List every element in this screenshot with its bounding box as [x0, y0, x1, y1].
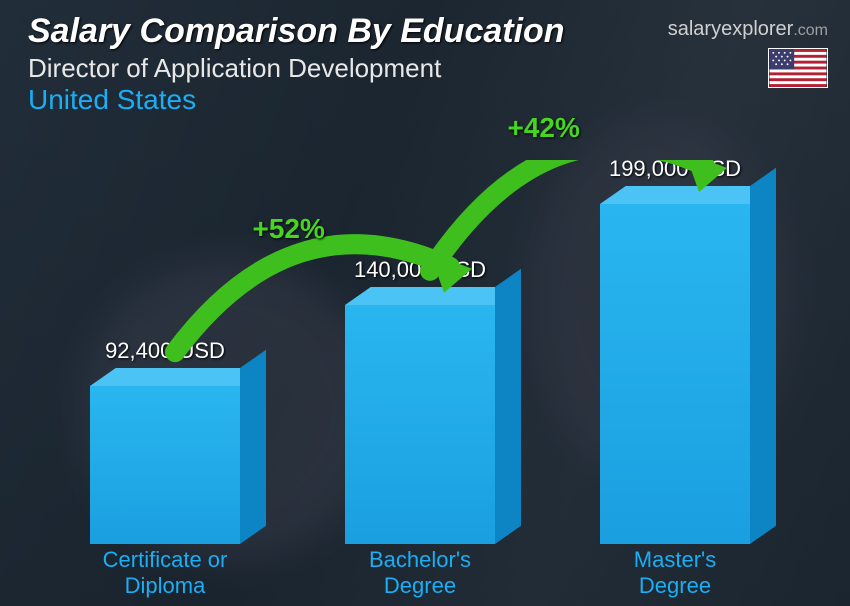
- us-flag-icon: [768, 48, 828, 88]
- chart-country: United States: [28, 84, 830, 116]
- brand-name: salaryexplorer: [668, 18, 794, 40]
- percent-increase-label: +42%: [508, 112, 580, 144]
- brand-label: salaryexplorer.com: [668, 18, 828, 41]
- chart-subtitle: Director of Application Development: [28, 53, 830, 84]
- growth-arrow-icon: [0, 160, 810, 606]
- bar-chart: 92,400 USDCertificate orDiploma140,000 U…: [0, 160, 810, 606]
- brand-suffix: .com: [793, 22, 828, 39]
